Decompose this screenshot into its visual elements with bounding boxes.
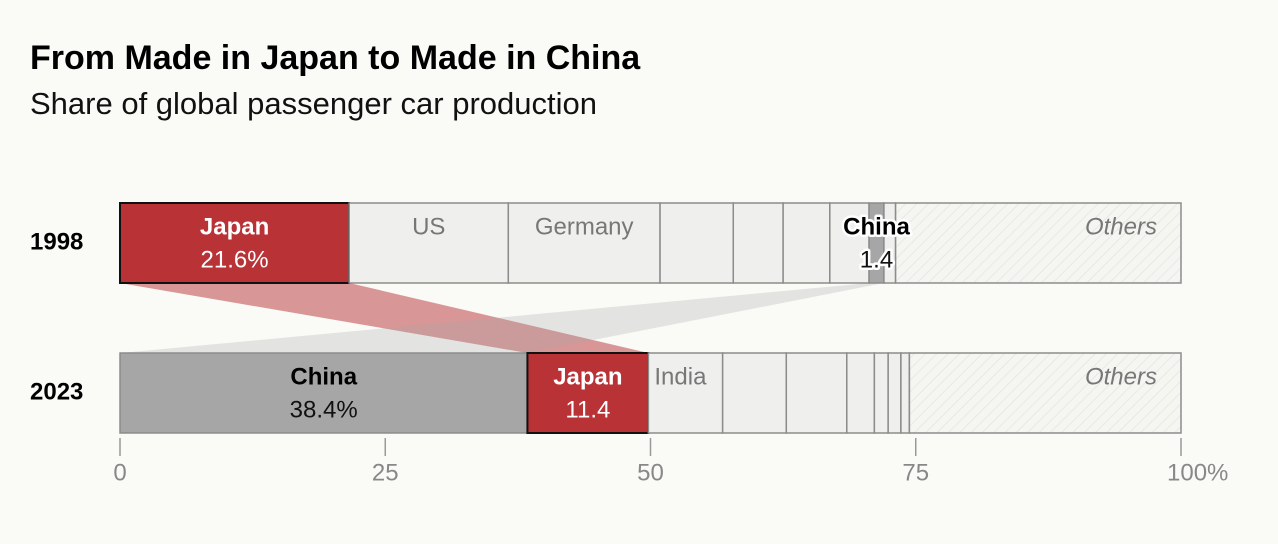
value-label: 21.6% bbox=[201, 246, 269, 273]
bar-segment bbox=[507, 202, 661, 284]
segment-label: Others bbox=[1085, 363, 1157, 390]
bar-segment bbox=[647, 352, 724, 434]
bar-segment bbox=[526, 352, 650, 434]
bar-segment bbox=[900, 352, 911, 434]
x-tick-label: 100% bbox=[1167, 459, 1228, 486]
value-label: 1.4 bbox=[860, 246, 893, 273]
bar-segment bbox=[732, 202, 784, 284]
bar-segment bbox=[659, 202, 735, 284]
segment-label: China bbox=[290, 363, 357, 390]
bar-segment bbox=[873, 352, 889, 434]
chart-title: From Made in Japan to Made in China bbox=[30, 39, 641, 77]
segment-label: India bbox=[654, 363, 707, 390]
bar-segment bbox=[829, 202, 870, 284]
chart-subtitle: Share of global passenger car production bbox=[30, 86, 597, 121]
segment-label: US bbox=[412, 213, 445, 240]
bar-segment bbox=[119, 352, 529, 434]
bar-segment bbox=[894, 202, 1182, 284]
connector bbox=[120, 283, 649, 353]
category-label: 2023 bbox=[30, 378, 83, 405]
connector bbox=[120, 283, 884, 353]
x-tick-label: 0 bbox=[113, 459, 126, 486]
bar-segment bbox=[785, 352, 848, 434]
bar-segment bbox=[721, 352, 788, 434]
category-label: 1998 bbox=[30, 228, 83, 255]
bar-segment bbox=[908, 352, 1182, 434]
x-tick-label: 75 bbox=[902, 459, 929, 486]
segment-label: China bbox=[843, 213, 910, 240]
x-tick-label: 25 bbox=[372, 459, 399, 486]
bar-segment bbox=[119, 202, 351, 284]
connectors bbox=[120, 283, 884, 353]
segment-label: Others bbox=[1085, 213, 1157, 240]
value-label: 11.4 bbox=[565, 396, 610, 423]
segment-label: Japan bbox=[200, 213, 269, 240]
bar-segment bbox=[348, 202, 510, 284]
segment-label: Japan bbox=[553, 363, 622, 390]
bar-segment bbox=[846, 352, 876, 434]
x-tick-label: 50 bbox=[637, 459, 664, 486]
value-label: 38.4% bbox=[290, 396, 358, 423]
bar-segment bbox=[782, 202, 831, 284]
bar-segment bbox=[887, 352, 902, 434]
segment-label: Germany bbox=[535, 213, 634, 240]
